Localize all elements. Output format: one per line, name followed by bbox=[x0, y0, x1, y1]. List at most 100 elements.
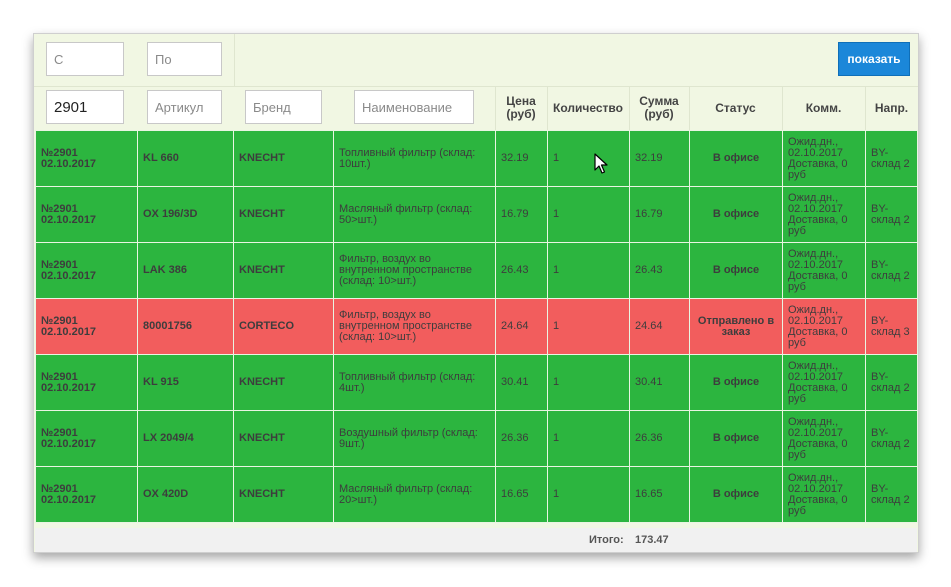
header-status: Статус bbox=[715, 100, 756, 115]
order-date: 02.10.2017 bbox=[41, 213, 97, 226]
cell-name: Воздушный фильтр (склад: 9шт.) bbox=[333, 410, 496, 467]
cell-direction: BY-склад 2 bbox=[865, 354, 918, 411]
cell-order: №2901 02.10.2017 bbox=[35, 186, 138, 243]
divider bbox=[629, 86, 630, 130]
table-row[interactable]: №2901 02.10.2017 LAK 386 KNECHT Фильтр, возд… bbox=[35, 242, 918, 299]
order-date: 02.10.2017 bbox=[41, 381, 97, 394]
order-date: 02.10.2017 bbox=[41, 157, 97, 170]
cell-brand: KNECHT bbox=[233, 466, 334, 523]
cell-status: В офисе bbox=[689, 130, 783, 187]
cell-price: 32.19 bbox=[495, 130, 548, 187]
divider bbox=[34, 86, 918, 87]
cell-quantity: 1 bbox=[547, 242, 630, 299]
cell-name: Топливный фильтр (склад: 4шт.) bbox=[333, 354, 496, 411]
mouse-pointer-icon bbox=[594, 153, 608, 174]
cell-order: №2901 02.10.2017 bbox=[35, 466, 138, 523]
header-comment: Комм. bbox=[805, 100, 842, 115]
cell-name: Масляный фильтр (склад: 20>шт.) bbox=[333, 466, 496, 523]
cell-order: №2901 02.10.2017 bbox=[35, 242, 138, 299]
cell-price: 30.41 bbox=[495, 354, 548, 411]
order-date: 02.10.2017 bbox=[41, 493, 97, 506]
cell-name: Фильтр, воздух во внутренном пространств… bbox=[333, 242, 496, 299]
cell-article: LAK 386 bbox=[137, 242, 234, 299]
article-input[interactable] bbox=[147, 90, 222, 124]
cell-sum: 16.79 bbox=[629, 186, 690, 243]
show-button[interactable]: показать bbox=[838, 42, 910, 76]
divider bbox=[782, 86, 783, 130]
order-number: №2901 bbox=[41, 258, 78, 271]
cell-brand: KNECHT bbox=[233, 354, 334, 411]
divider bbox=[689, 86, 690, 130]
cell-sum: 16.65 bbox=[629, 466, 690, 523]
cell-sum: 24.64 bbox=[629, 298, 690, 355]
cell-article: OX 420D bbox=[137, 466, 234, 523]
cell-quantity: 1 bbox=[547, 466, 630, 523]
cell-comment: Ожид.дн., 02.10.2017 Доставка, 0 руб bbox=[782, 466, 866, 523]
cell-brand: KNECHT bbox=[233, 242, 334, 299]
order-number-input[interactable] bbox=[46, 90, 124, 124]
header-sum: Сумма (руб) bbox=[639, 94, 679, 121]
total-value: 173.47 bbox=[635, 534, 669, 546]
cell-quantity: 1 bbox=[547, 186, 630, 243]
order-number: №2901 bbox=[41, 370, 78, 383]
cell-order: №2901 02.10.2017 bbox=[35, 298, 138, 355]
cell-status: В офисе bbox=[689, 410, 783, 467]
cell-order: №2901 02.10.2017 bbox=[35, 130, 138, 187]
cell-direction: BY-склад 2 bbox=[865, 242, 918, 299]
cell-name: Масляный фильтр (склад: 50>шт.) bbox=[333, 186, 496, 243]
cell-status: В офисе bbox=[689, 242, 783, 299]
cell-order: №2901 02.10.2017 bbox=[35, 354, 138, 411]
cell-sum: 30.41 bbox=[629, 354, 690, 411]
table-row[interactable]: №2901 02.10.2017 KL 660 KNECHT Топливный фил… bbox=[35, 130, 918, 187]
table-row[interactable]: №2901 02.10.2017 LX 2049/4 KNECHT Воздушный … bbox=[35, 410, 918, 467]
table-row[interactable]: №2901 02.10.2017 80001756 CORTECO Фильтр, во… bbox=[35, 298, 918, 355]
cell-comment: Ожид.дн., 02.10.2017 Доставка, 0 руб bbox=[782, 242, 866, 299]
total-label: Итого: bbox=[589, 534, 624, 546]
cell-brand: KNECHT bbox=[233, 186, 334, 243]
cell-comment: Ожид.дн., 02.10.2017 Доставка, 0 руб bbox=[782, 298, 866, 355]
table-row[interactable]: №2901 02.10.2017 OX 196/3D KNECHT Масляный ф… bbox=[35, 186, 918, 243]
cell-price: 16.65 bbox=[495, 466, 548, 523]
cell-sum: 26.43 bbox=[629, 242, 690, 299]
cell-comment: Ожид.дн., 02.10.2017 Доставка, 0 руб bbox=[782, 354, 866, 411]
header-quantity: Количество bbox=[553, 100, 623, 115]
date-to-input[interactable] bbox=[147, 42, 222, 76]
divider bbox=[865, 86, 866, 130]
header-direction: Напр. bbox=[874, 100, 909, 115]
cell-order: №2901 02.10.2017 bbox=[35, 410, 138, 467]
orders-table: №2901 02.10.2017 KL 660 KNECHT Топливный фил… bbox=[35, 130, 918, 523]
cell-direction: BY-склад 2 bbox=[865, 410, 918, 467]
cell-status: В офисе bbox=[689, 466, 783, 523]
cell-sum: 26.36 bbox=[629, 410, 690, 467]
divider bbox=[234, 34, 235, 86]
cell-name: Топливный фильтр (склад: 10шт.) bbox=[333, 130, 496, 187]
cell-article: KL 660 bbox=[137, 130, 234, 187]
order-number: №2901 bbox=[41, 482, 78, 495]
cell-quantity: 1 bbox=[547, 298, 630, 355]
cell-brand: KNECHT bbox=[233, 130, 334, 187]
cell-article: 80001756 bbox=[137, 298, 234, 355]
cell-status: Отправлено в заказ bbox=[689, 298, 783, 355]
date-from-input[interactable] bbox=[46, 42, 124, 76]
order-date: 02.10.2017 bbox=[41, 325, 97, 338]
cell-direction: BY-склад 2 bbox=[865, 130, 918, 187]
order-number: №2901 bbox=[41, 426, 78, 439]
cell-article: OX 196/3D bbox=[137, 186, 234, 243]
cell-status: В офисе bbox=[689, 354, 783, 411]
cell-article: KL 915 bbox=[137, 354, 234, 411]
order-date: 02.10.2017 bbox=[41, 269, 97, 282]
cell-price: 26.43 bbox=[495, 242, 548, 299]
cell-status: В офисе bbox=[689, 186, 783, 243]
header-price: Цена (руб) bbox=[506, 94, 536, 121]
order-number: №2901 bbox=[41, 146, 78, 159]
cell-price: 24.64 bbox=[495, 298, 548, 355]
brand-input[interactable] bbox=[245, 90, 322, 124]
divider bbox=[495, 86, 496, 130]
table-row[interactable]: №2901 02.10.2017 KL 915 KNECHT Топливный фил… bbox=[35, 354, 918, 411]
table-row[interactable]: №2901 02.10.2017 OX 420D KNECHT Масляный фил… bbox=[35, 466, 918, 523]
cell-price: 26.36 bbox=[495, 410, 548, 467]
order-number: №2901 bbox=[41, 202, 78, 215]
cell-quantity: 1 bbox=[547, 410, 630, 467]
cell-direction: BY-склад 2 bbox=[865, 186, 918, 243]
name-input[interactable] bbox=[354, 90, 474, 124]
